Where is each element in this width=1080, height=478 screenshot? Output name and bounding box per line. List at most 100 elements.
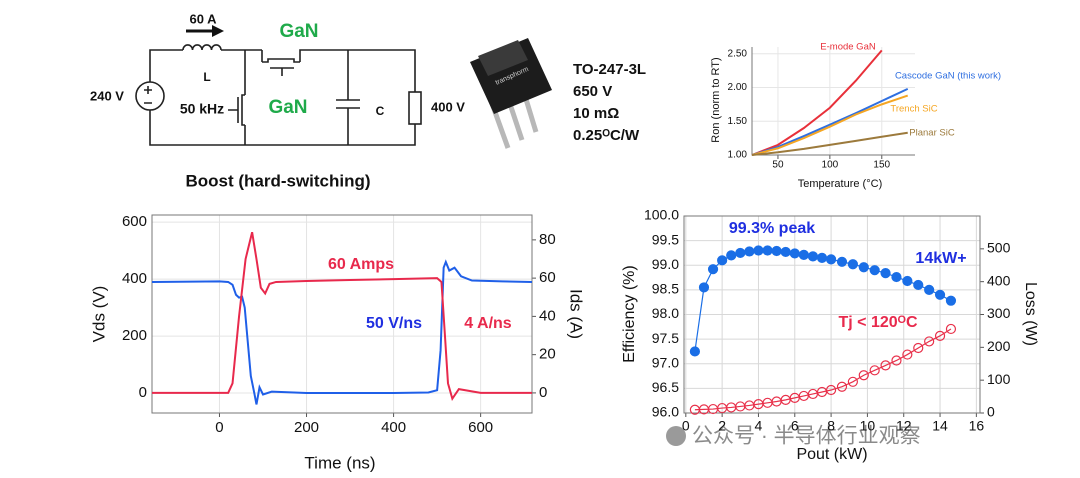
series-point [798, 249, 809, 261]
series-line [152, 231, 532, 401]
current-label: 60 A [190, 11, 218, 26]
y-axis-label: Efficiency (%) [621, 265, 638, 363]
chart: 1.00 1.50 2.00 2.50 50 100 150 Temperature (°C)… [710, 42, 1001, 190]
low-switch [228, 50, 246, 145]
series-point [880, 360, 891, 371]
series-line [151, 259, 533, 405]
package-spec: 0.25ᴼC/W [573, 127, 640, 144]
series-point [707, 264, 719, 275]
series-point [891, 271, 902, 283]
series-point [698, 282, 710, 293]
watermark-text: 公众号 · 半导体行业观察 [692, 425, 921, 448]
series-label: Planar SiC [909, 128, 955, 139]
series-point [858, 370, 869, 381]
inductor-label: L [203, 70, 210, 84]
series-point [847, 376, 858, 387]
inductor [182, 44, 222, 51]
source-label: 240 V [90, 88, 124, 103]
series-point [847, 259, 858, 270]
y-tick-label: 97.5 [652, 330, 679, 346]
y-tick-label: 2.50 [728, 48, 748, 59]
x-tick-label: 16 [969, 418, 985, 434]
frequency-label: 50 kHz [180, 101, 224, 117]
resistor [408, 91, 422, 125]
x-axis-label: Pout (kW) [796, 446, 867, 463]
annotation: Tj < 120ᴼC [839, 314, 918, 331]
series-point [902, 275, 913, 287]
x-tick-label: 14 [932, 418, 948, 434]
x-tick-label: 4 [755, 418, 763, 434]
y2-tick-label: 500 [987, 240, 1011, 256]
capacitor-label: C [376, 104, 385, 118]
series-point [858, 262, 869, 273]
package-tab [478, 40, 528, 76]
series-point [836, 256, 848, 267]
series-line [751, 94, 909, 156]
source-sign [144, 86, 152, 104]
series-point [924, 336, 935, 347]
annotation: 14kW+ [915, 250, 966, 267]
y-tick-label: 600 [122, 213, 147, 230]
x-axis-label: Time (ns) [304, 453, 375, 472]
x-tick-label: 150 [873, 160, 890, 171]
series-line [694, 328, 952, 411]
y-tick-label: 2.00 [728, 82, 748, 93]
y2-tick-label: 0 [539, 384, 547, 401]
y2-tick-label: 60 [539, 269, 556, 286]
x-tick-label: 6 [791, 418, 799, 434]
watermark-icon [666, 426, 686, 446]
series-line [751, 49, 883, 156]
series-point [825, 384, 837, 396]
series-point [780, 246, 791, 258]
series-point [880, 268, 891, 279]
y-tick-label: 200 [122, 327, 147, 344]
series-point [902, 349, 913, 360]
y-tick-label: 0 [139, 384, 147, 401]
series-point [735, 247, 746, 259]
y-tick-label: 1.50 [728, 116, 748, 127]
x-tick-label: 400 [381, 419, 406, 436]
series-label: Trench SiC [890, 104, 937, 115]
x-tick-label: 12 [896, 418, 912, 434]
x-tick-label: 50 [772, 160, 784, 171]
x-axis-label: Temperature (°C) [798, 178, 882, 190]
high-switch [262, 58, 300, 76]
y2-tick-label: 200 [987, 338, 1011, 354]
series-label: E-mode GaN [820, 42, 876, 53]
x-tick-label: 0 [215, 419, 223, 436]
y-tick-label: 1.00 [728, 150, 748, 161]
source [135, 81, 165, 111]
series-label: Cascode GaN (this work) [895, 71, 1001, 82]
package-spec: 650 V [573, 83, 612, 100]
y-tick-label: 96.5 [652, 379, 679, 395]
y2-tick-label: 300 [987, 305, 1011, 321]
y2-tick-label: 20 [539, 346, 556, 363]
series-point [945, 295, 957, 306]
series-point [945, 323, 957, 335]
package: transphorm TO-247-3L 650 V 10 mΩ 0.25ᴼC/… [470, 38, 646, 149]
y2-tick-label: 80 [539, 231, 556, 248]
series-point [789, 248, 800, 259]
series-point [825, 254, 837, 265]
x-tick-label: 10 [860, 418, 876, 434]
circuit-caption: Boost (hard-switching) [185, 171, 370, 190]
y2-tick-label: 0 [987, 404, 995, 420]
y-tick-label: 99.5 [652, 231, 679, 247]
series-point [934, 289, 946, 300]
plot-frame [151, 214, 533, 414]
wires [149, 49, 416, 146]
y-tick-label: 100.0 [644, 207, 679, 223]
package-spec: TO-247-3L [573, 61, 646, 78]
annotation: 4 A/ns [464, 315, 512, 332]
y2-tick-label: 40 [539, 307, 556, 324]
series-point [762, 245, 773, 256]
x-tick-label: 8 [827, 418, 835, 434]
x-tick-label: 2 [718, 418, 726, 434]
output-label: 400 V [431, 99, 465, 114]
series-point [924, 284, 935, 295]
series-point [913, 279, 924, 291]
annotation: 99.3% peak [729, 220, 815, 237]
y-tick-label: 98.5 [652, 281, 679, 297]
series-point [869, 265, 880, 276]
